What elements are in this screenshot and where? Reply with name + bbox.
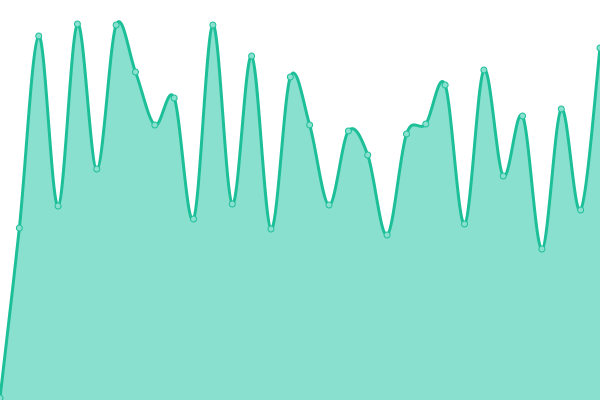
data-point-24 [461, 220, 469, 228]
data-point-22 [422, 120, 430, 128]
data-point-17 [325, 201, 333, 209]
area-fill [0, 21, 600, 400]
data-point-16 [306, 121, 314, 129]
data-point-12 [228, 200, 236, 208]
data-point-13 [248, 52, 256, 60]
data-point-2 [35, 32, 43, 40]
data-point-23 [441, 81, 449, 89]
data-points [0, 20, 600, 400]
data-point-1 [15, 224, 23, 232]
data-point-30 [577, 206, 585, 214]
data-point-9 [170, 94, 178, 102]
data-point-0 [0, 394, 4, 400]
data-point-18 [344, 127, 352, 135]
data-point-25 [480, 66, 488, 74]
data-point-7 [131, 68, 139, 76]
data-point-3 [54, 202, 62, 210]
data-point-20 [383, 231, 391, 239]
data-point-8 [151, 121, 159, 129]
data-point-26 [499, 172, 507, 180]
data-point-6 [112, 21, 120, 29]
data-point-31 [596, 44, 600, 52]
data-point-19 [364, 151, 372, 159]
data-point-28 [538, 245, 546, 253]
data-point-11 [209, 21, 217, 29]
data-point-15 [286, 73, 294, 81]
data-point-29 [557, 105, 565, 113]
data-point-10 [190, 215, 198, 223]
data-point-27 [519, 112, 527, 120]
data-point-21 [402, 130, 410, 138]
data-point-14 [267, 225, 275, 233]
data-point-5 [93, 165, 101, 173]
data-point-4 [73, 20, 81, 28]
